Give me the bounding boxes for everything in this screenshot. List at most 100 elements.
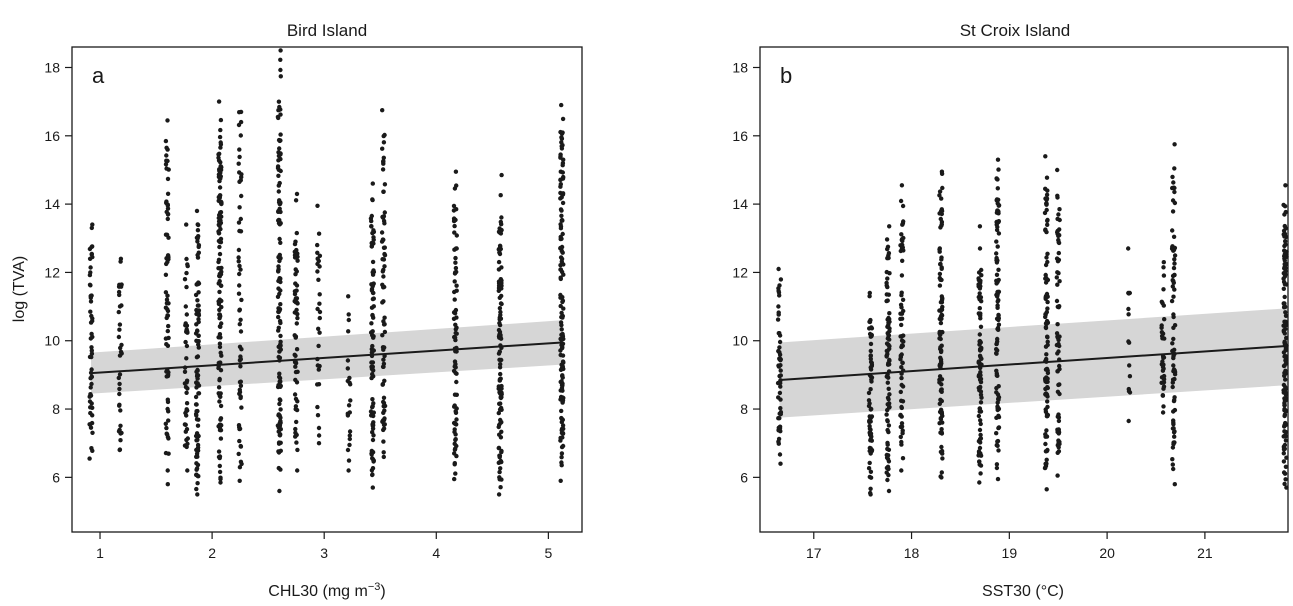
data-point	[316, 343, 321, 349]
data-point	[382, 182, 388, 187]
data-point	[558, 435, 563, 441]
data-point	[938, 407, 944, 412]
data-point	[1162, 317, 1167, 322]
data-point	[164, 425, 169, 431]
data-point	[277, 180, 282, 186]
data-point	[976, 294, 981, 300]
data-point	[184, 343, 190, 349]
data-point	[1170, 284, 1176, 289]
data-point	[293, 404, 299, 409]
data-point	[1281, 470, 1287, 475]
data-point	[976, 282, 981, 287]
data-point	[776, 290, 782, 295]
data-point	[316, 367, 321, 372]
data-point	[276, 208, 281, 214]
data-point	[195, 437, 200, 443]
data-point	[380, 108, 385, 113]
data-point	[196, 308, 201, 314]
data-point	[237, 465, 243, 470]
data-point	[317, 315, 322, 321]
data-point	[938, 300, 944, 305]
data-point	[1282, 339, 1287, 344]
data-point	[496, 492, 502, 497]
data-point	[453, 169, 459, 174]
panel-st-croix-island: St Croix Island b 17 18 19 20 21 6 8 10 12 14 16 1…	[732, 21, 1289, 600]
data-point	[996, 289, 1002, 294]
data-point	[1057, 391, 1062, 397]
data-point	[776, 363, 781, 368]
data-point	[995, 443, 1000, 448]
data-point	[346, 317, 351, 323]
data-point	[90, 334, 95, 340]
data-point	[937, 374, 943, 379]
data-point	[939, 294, 944, 299]
data-point	[165, 118, 170, 123]
data-point	[381, 357, 386, 362]
data-point	[368, 216, 374, 221]
data-point	[1282, 481, 1287, 487]
data-point	[867, 445, 872, 451]
data-point	[1057, 217, 1062, 223]
data-point	[370, 466, 376, 471]
x-tick-label: 4	[432, 545, 440, 561]
data-point	[118, 259, 123, 264]
data-point	[381, 155, 386, 160]
data-point	[164, 297, 170, 302]
data-point	[276, 450, 282, 455]
data-point	[1044, 175, 1050, 180]
data-point	[1281, 451, 1287, 456]
data-point	[1283, 348, 1289, 353]
data-point	[369, 451, 374, 456]
data-point	[164, 261, 169, 267]
data-point	[497, 251, 503, 257]
data-point	[370, 372, 375, 377]
data-point	[559, 256, 565, 262]
data-point	[1171, 314, 1176, 320]
data-point	[560, 423, 566, 428]
data-point	[868, 486, 873, 491]
data-point	[217, 251, 223, 257]
data-point	[777, 356, 782, 361]
data-point	[346, 329, 351, 334]
data-point	[1283, 408, 1288, 413]
data-point	[498, 312, 503, 318]
data-point	[216, 231, 222, 236]
data-point	[371, 268, 376, 273]
data-point	[1043, 376, 1048, 381]
data-point	[1170, 457, 1175, 462]
data-point	[90, 318, 95, 324]
data-point	[1172, 407, 1178, 413]
data-point	[1160, 393, 1166, 398]
data-point	[165, 397, 170, 402]
data-point	[884, 292, 889, 297]
data-point	[1160, 368, 1166, 373]
data-point	[1169, 298, 1175, 304]
plot-frame	[71, 46, 583, 533]
data-point	[996, 313, 1001, 318]
data-point	[452, 392, 458, 397]
data-point	[977, 224, 983, 229]
data-point	[217, 463, 222, 469]
data-point	[497, 306, 503, 311]
data-point	[1057, 441, 1062, 447]
data-point	[868, 387, 873, 392]
data-point	[901, 333, 906, 338]
data-point	[498, 231, 504, 236]
data-point	[276, 309, 281, 314]
data-point	[937, 271, 943, 277]
data-point	[1044, 487, 1049, 492]
data-point	[1045, 368, 1050, 373]
data-point	[315, 404, 320, 410]
data-point	[995, 294, 1000, 299]
data-point	[777, 416, 782, 421]
data-point	[976, 373, 982, 378]
data-point	[295, 301, 300, 306]
data-point	[1282, 403, 1287, 408]
data-point	[1161, 303, 1167, 308]
data-point	[164, 342, 169, 347]
data-point	[216, 155, 221, 160]
data-point	[1283, 385, 1288, 390]
data-point	[898, 389, 903, 395]
data-point	[88, 283, 93, 288]
data-point	[1283, 391, 1288, 396]
